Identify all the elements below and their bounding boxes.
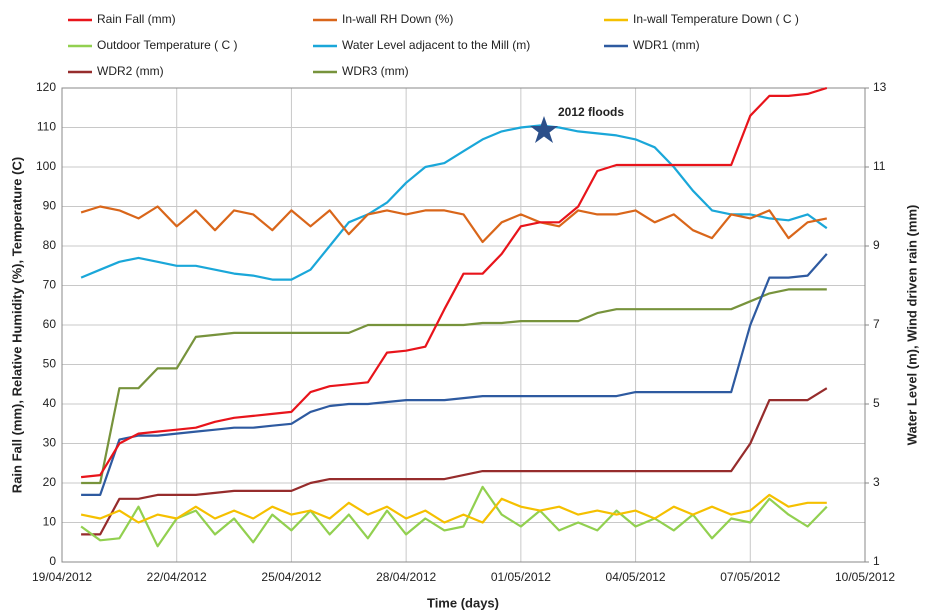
x-axis-title: Time (days) bbox=[427, 595, 499, 610]
series-line bbox=[80, 485, 828, 548]
x-tick-label: 07/05/2012 bbox=[720, 570, 780, 584]
y-tick-label: 30 bbox=[43, 436, 57, 450]
legend-label: WDR2 (mm) bbox=[97, 64, 164, 78]
y-tick-label: 50 bbox=[43, 357, 57, 371]
x-tick-label: 10/05/2012 bbox=[835, 570, 895, 584]
x-tick-label: 25/04/2012 bbox=[261, 570, 321, 584]
series-line bbox=[80, 205, 828, 244]
series-line bbox=[80, 124, 828, 281]
legend-label: WDR1 (mm) bbox=[633, 38, 700, 52]
y-tick-label: 70 bbox=[43, 278, 57, 292]
y2-tick-label: 5 bbox=[873, 396, 880, 410]
y-tick-label: 0 bbox=[49, 554, 56, 568]
x-tick-label: 19/04/2012 bbox=[32, 570, 92, 584]
legend-label: WDR3 (mm) bbox=[342, 64, 409, 78]
x-tick-label: 22/04/2012 bbox=[147, 570, 207, 584]
series-line bbox=[80, 86, 828, 479]
y-tick-label: 20 bbox=[43, 475, 57, 489]
y2-tick-label: 1 bbox=[873, 554, 880, 568]
y-tick-label: 90 bbox=[43, 199, 57, 213]
series-line bbox=[81, 288, 827, 485]
legend-label: In-wall RH Down (%) bbox=[342, 12, 453, 26]
x-tick-label: 04/05/2012 bbox=[606, 570, 666, 584]
x-tick-label: 01/05/2012 bbox=[491, 570, 551, 584]
plot-border bbox=[61, 87, 866, 563]
series-line bbox=[81, 253, 828, 496]
flood-marker bbox=[530, 116, 558, 143]
legend-label: In-wall Temperature Down ( C ) bbox=[633, 12, 799, 26]
y-tick-label: 100 bbox=[36, 159, 56, 173]
y-tick-label: 110 bbox=[37, 120, 56, 134]
y-axis-title: Rain Fall (mm), Relative Humidity (%), T… bbox=[9, 157, 24, 493]
y-tick-label: 120 bbox=[36, 80, 56, 94]
y-tick-label: 60 bbox=[43, 317, 57, 331]
legend-label: Water Level adjacent to the Mill (m) bbox=[342, 38, 530, 52]
y-tick-label: 40 bbox=[43, 396, 57, 410]
y-tick-label: 10 bbox=[43, 515, 57, 529]
y2-tick-label: 11 bbox=[873, 159, 886, 173]
series-line bbox=[80, 493, 827, 524]
y2-tick-label: 7 bbox=[873, 317, 880, 331]
y2-tick-label: 3 bbox=[873, 475, 880, 489]
legend-label: Outdoor Temperature ( C ) bbox=[97, 38, 238, 52]
plot-area: 010203040506070809010011012013579111319/… bbox=[32, 80, 895, 584]
x-tick-label: 28/04/2012 bbox=[376, 570, 436, 584]
legend-label: Rain Fall (mm) bbox=[97, 12, 176, 26]
y2-tick-label: 13 bbox=[873, 80, 887, 94]
y2-tick-label: 9 bbox=[873, 238, 880, 252]
y-tick-label: 80 bbox=[43, 238, 57, 252]
y2-axis-title: Water Level (m), Wind driven rain (mm) bbox=[904, 205, 919, 446]
annotation: 2012 floods bbox=[558, 105, 624, 119]
series-line bbox=[81, 387, 828, 536]
